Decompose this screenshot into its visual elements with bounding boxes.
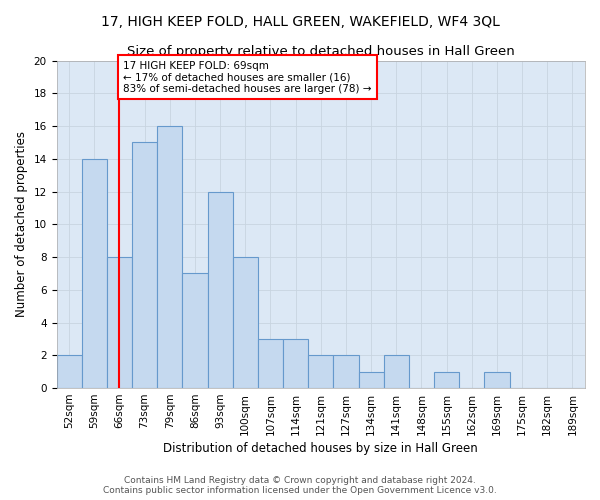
X-axis label: Distribution of detached houses by size in Hall Green: Distribution of detached houses by size … xyxy=(163,442,478,455)
Text: Contains HM Land Registry data © Crown copyright and database right 2024.
Contai: Contains HM Land Registry data © Crown c… xyxy=(103,476,497,495)
Bar xyxy=(208,192,233,388)
Bar xyxy=(56,356,82,388)
Bar xyxy=(484,372,509,388)
Bar xyxy=(182,274,208,388)
Bar xyxy=(383,356,409,388)
Title: Size of property relative to detached houses in Hall Green: Size of property relative to detached ho… xyxy=(127,45,515,58)
Bar xyxy=(283,339,308,388)
Bar xyxy=(132,142,157,388)
Bar xyxy=(82,159,107,388)
Bar xyxy=(334,356,359,388)
Text: 17 HIGH KEEP FOLD: 69sqm
← 17% of detached houses are smaller (16)
83% of semi-d: 17 HIGH KEEP FOLD: 69sqm ← 17% of detach… xyxy=(123,60,372,94)
Bar xyxy=(359,372,383,388)
Bar xyxy=(107,257,132,388)
Y-axis label: Number of detached properties: Number of detached properties xyxy=(15,132,28,318)
Bar xyxy=(434,372,459,388)
Bar xyxy=(157,126,182,388)
Bar xyxy=(233,257,258,388)
Bar xyxy=(258,339,283,388)
Bar xyxy=(308,356,334,388)
Text: 17, HIGH KEEP FOLD, HALL GREEN, WAKEFIELD, WF4 3QL: 17, HIGH KEEP FOLD, HALL GREEN, WAKEFIEL… xyxy=(101,15,499,29)
